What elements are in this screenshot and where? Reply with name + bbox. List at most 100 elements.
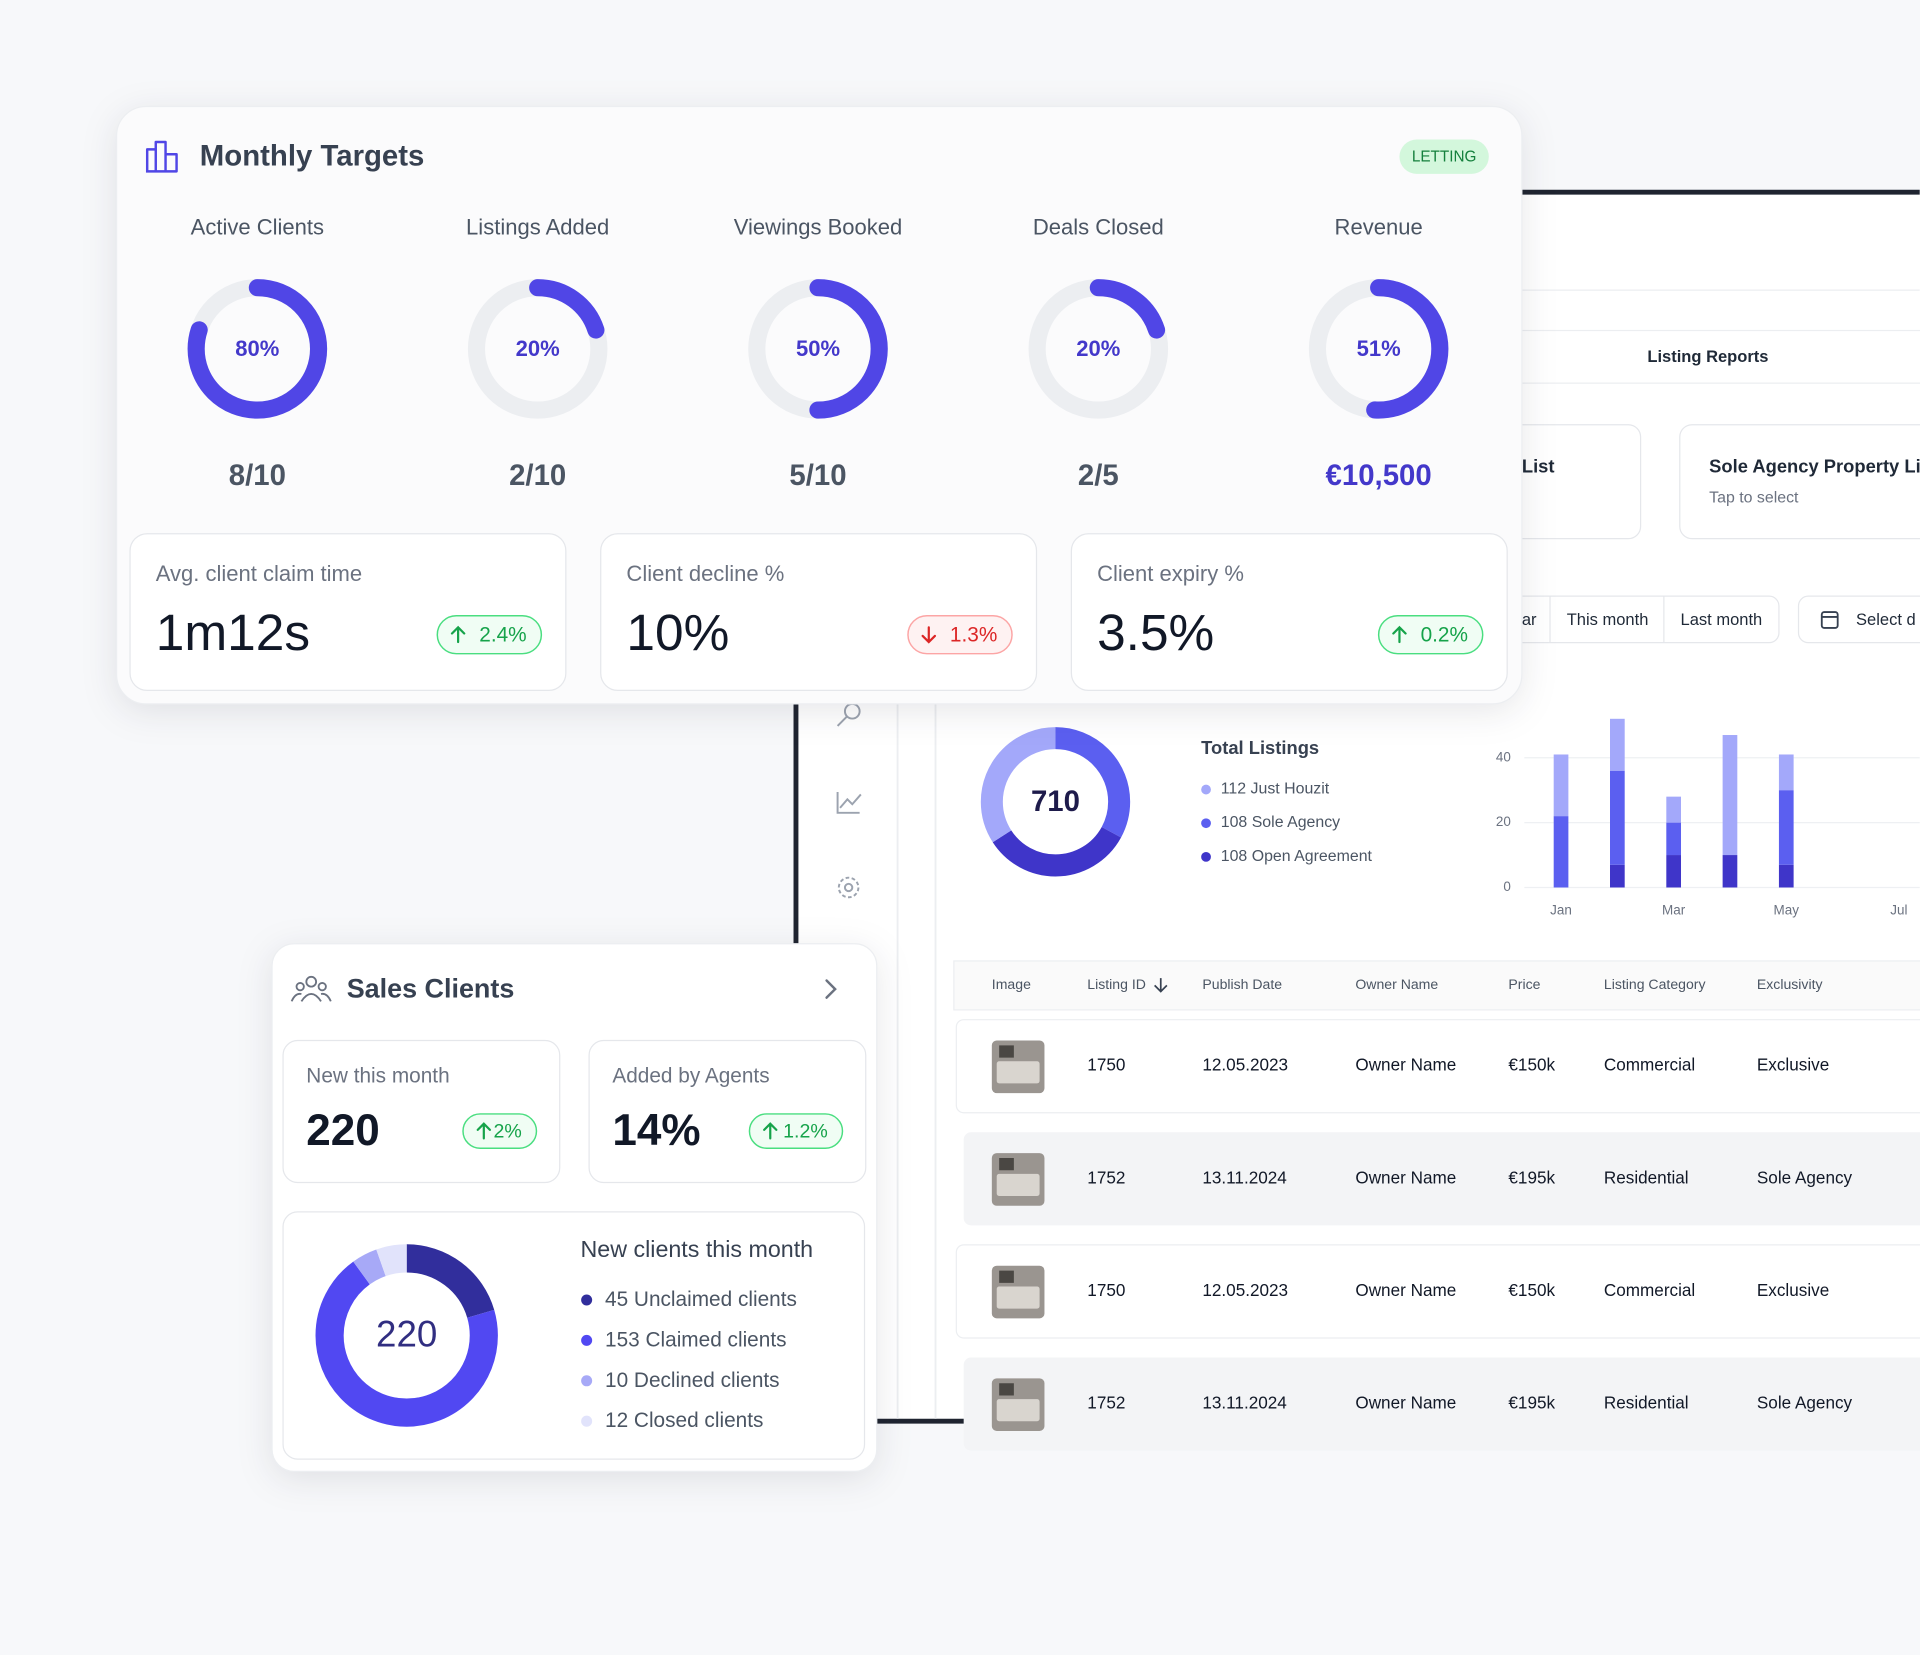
trend-arrow xyxy=(476,1122,492,1140)
card-title: Sales Clients xyxy=(347,973,515,1003)
listing-image xyxy=(996,1173,1040,1196)
listing-image xyxy=(999,1383,1014,1396)
chevron[interactable] xyxy=(825,979,837,999)
legend-entry: 12 Closed clients xyxy=(605,1409,763,1432)
x-tick-label: Mar xyxy=(1662,902,1686,917)
people-icon xyxy=(290,992,332,1002)
stat-value: 10% xyxy=(626,603,729,661)
target-percent: 20% xyxy=(516,336,560,361)
legend-label: Declined clients xyxy=(634,1368,780,1391)
trend-value: 1.2% xyxy=(783,1120,828,1142)
table-header xyxy=(953,960,1920,1011)
legend-count: 10 xyxy=(605,1368,628,1391)
table-cell: Sole Agency xyxy=(1757,1393,1853,1413)
listing-image xyxy=(996,1399,1040,1422)
y-tick-label: 0 xyxy=(1503,879,1510,894)
trend-badge xyxy=(1377,614,1484,655)
x-tick-label: Jul xyxy=(1890,902,1907,917)
report-tab[interactable]: Listing Reports xyxy=(1647,347,1768,366)
trend-value: 2.4% xyxy=(479,623,526,646)
category-badge xyxy=(1399,139,1489,174)
target-percent: 20% xyxy=(1076,336,1120,361)
bar-segment xyxy=(1778,754,1794,791)
x-tick-label: Jan xyxy=(1550,902,1572,917)
y-tick-label: 40 xyxy=(1496,749,1511,764)
table-cell: 1750 xyxy=(1087,1280,1125,1300)
x-tick-label: May xyxy=(1774,902,1800,917)
people-icon xyxy=(295,982,305,992)
legend-label: Sole Agency xyxy=(1252,814,1340,831)
legend-dot xyxy=(581,1375,593,1387)
table-cell: Commercial xyxy=(1604,1055,1695,1075)
legend-count: 45 xyxy=(605,1288,628,1311)
report-card-title: List xyxy=(1522,455,1555,476)
table-cell: Owner Name xyxy=(1355,1055,1456,1075)
stat-label: Added by Agents xyxy=(612,1065,769,1088)
legend-dot xyxy=(581,1334,593,1346)
target-percent: 51% xyxy=(1357,336,1401,361)
legend-dot xyxy=(1201,818,1211,829)
filter-button[interactable]: This month xyxy=(1567,610,1649,629)
legend-dot xyxy=(581,1294,593,1306)
filter-button[interactable]: Last month xyxy=(1681,610,1763,629)
listing-image xyxy=(999,1158,1014,1171)
table-cell: Sole Agency xyxy=(1757,1167,1853,1187)
table-row[interactable] xyxy=(955,1244,1920,1339)
legend-dot xyxy=(1201,784,1211,795)
trend-value: 0.2% xyxy=(1421,623,1468,646)
listing-image xyxy=(999,1045,1014,1058)
table-header-cell[interactable]: Listing Category xyxy=(1604,976,1706,992)
bar-segment xyxy=(1722,735,1738,856)
trend-arrow xyxy=(1392,625,1407,644)
settings-icon xyxy=(837,876,860,899)
table-row[interactable] xyxy=(963,1132,1920,1226)
table-row[interactable] xyxy=(955,1019,1920,1114)
table-header-cell[interactable]: Publish Date xyxy=(1202,976,1282,992)
table-header-cell[interactable]: Owner Name xyxy=(1355,976,1438,992)
legend-count: 12 xyxy=(605,1409,628,1432)
legend-label: Open Agreement xyxy=(1252,848,1373,865)
table-cell: €150k xyxy=(1508,1280,1555,1300)
stat-label: Avg. client claim time xyxy=(156,561,362,586)
donut-segment xyxy=(315,1244,498,1427)
target-progress: 8/10 xyxy=(229,459,286,492)
table-header-cell[interactable]: Exclusivity xyxy=(1757,976,1823,992)
table-row[interactable] xyxy=(963,1357,1920,1451)
report-card-title: Sole Agency Property Lis xyxy=(1709,455,1920,476)
bar-segment xyxy=(1610,718,1625,771)
donut-total: 220 xyxy=(376,1313,437,1354)
stat-label: New this month xyxy=(306,1065,449,1088)
table-header-cell[interactable]: Listing ID xyxy=(1087,976,1146,992)
table-cell: Exclusive xyxy=(1757,1280,1829,1300)
card-title: Monthly Targets xyxy=(200,140,425,173)
progress-arc xyxy=(748,279,888,419)
stat-value: 1m12s xyxy=(156,603,310,661)
progress-arc xyxy=(467,279,608,419)
date-button[interactable] xyxy=(1797,595,1920,644)
legend-title: Total Listings xyxy=(1201,737,1319,758)
report-card[interactable] xyxy=(1679,424,1920,540)
stat-value: 3.5% xyxy=(1097,603,1214,661)
table-cell: €195k xyxy=(1508,1167,1555,1187)
target-percent: 80% xyxy=(235,336,279,361)
table-cell: 13.11.2024 xyxy=(1202,1393,1287,1413)
table-cell: €195k xyxy=(1508,1393,1555,1413)
filter-button[interactable]: ar xyxy=(1522,610,1537,629)
stat-value: 220 xyxy=(306,1106,380,1155)
trend-badge xyxy=(462,1113,538,1149)
people-icon xyxy=(305,975,318,988)
legend-label: Unclaimed clients xyxy=(634,1288,797,1311)
table-cell: 12.05.2023 xyxy=(1202,1055,1288,1075)
table-header-cell[interactable]: Price xyxy=(1508,976,1540,992)
target-label: Viewings Booked xyxy=(734,215,903,240)
report-card-subtitle: Tap to select xyxy=(1709,489,1799,506)
progress-arc xyxy=(1028,279,1169,419)
legend-count: 153 xyxy=(605,1328,640,1351)
target-percent: 50% xyxy=(796,336,840,361)
bar-segment xyxy=(1666,822,1682,856)
donut-segment xyxy=(980,727,1131,877)
people-icon xyxy=(317,982,327,992)
stat-value: 14% xyxy=(612,1106,700,1155)
trend-arrow xyxy=(450,625,466,644)
